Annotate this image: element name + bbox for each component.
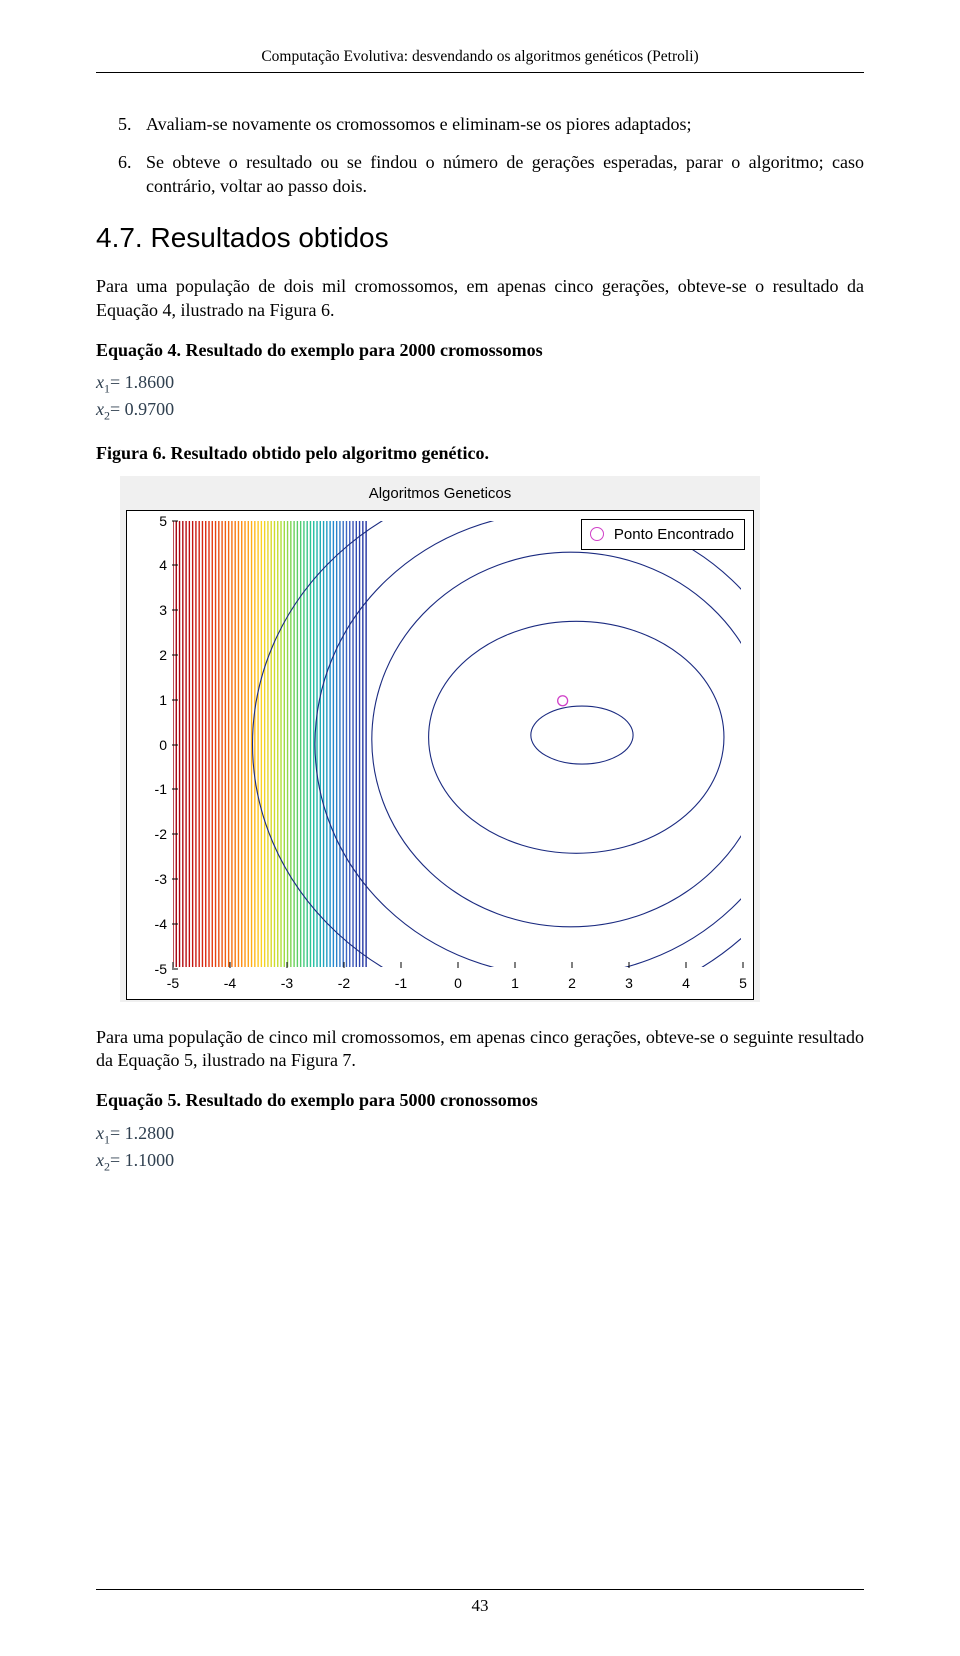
y-tick-mark <box>172 834 178 835</box>
equation-caption: Equação 4. Resultado do exemplo para 200… <box>96 339 864 363</box>
chart-axes-box: Ponto Encontrado -5 -4 -3 -2 -1 0 1 2 3 4 5 -5 -4 -3 -… <box>126 510 754 1000</box>
legend-marker-icon <box>590 527 604 541</box>
x-tick-label: -5 <box>167 974 179 992</box>
page-number: 43 <box>472 1596 489 1615</box>
contour-line <box>315 512 803 976</box>
x-tick-label: 5 <box>739 974 747 992</box>
body: 5. Avaliam-se novamente os cromossomos e… <box>96 113 864 1174</box>
y-tick-mark <box>172 610 178 611</box>
y-tick-label: 3 <box>127 601 167 619</box>
x-tick-label: -1 <box>395 974 407 992</box>
x-tick-label: -3 <box>281 974 293 992</box>
y-tick-mark <box>172 699 178 700</box>
chart-legend: Ponto Encontrado <box>581 519 745 551</box>
eq-var: x <box>96 399 104 419</box>
y-tick-label: -2 <box>127 825 167 843</box>
list-number: 6. <box>118 151 146 199</box>
y-tick-label: -5 <box>127 959 167 977</box>
list-number: 5. <box>118 113 146 137</box>
y-tick-label: -3 <box>127 870 167 888</box>
y-tick-label: 4 <box>127 556 167 574</box>
page: Computação Evolutiva: desvendando os alg… <box>0 0 960 1656</box>
y-tick-label: -1 <box>127 780 167 798</box>
x-tick-mark <box>572 962 573 968</box>
x-tick-mark <box>743 962 744 968</box>
x-tick-mark <box>287 962 288 968</box>
eq-val: = 1.8600 <box>110 372 174 392</box>
y-tick-mark <box>172 968 178 969</box>
legend-label: Ponto Encontrado <box>614 525 734 545</box>
y-tick-label: 0 <box>127 735 167 753</box>
chart-panel: Algoritmos Geneticos Ponto Encontrado -5… <box>120 476 760 1002</box>
contour-line <box>531 706 633 764</box>
x-tick-mark <box>515 962 516 968</box>
paragraph: Para uma população de dois mil cromossom… <box>96 275 864 323</box>
list-item-6: 6. Se obteve o resultado ou se findou o … <box>118 151 864 199</box>
x-tick-label: -4 <box>224 974 236 992</box>
eq-var: x <box>96 1150 104 1170</box>
list-text: Se obteve o resultado ou se findou o núm… <box>146 151 864 199</box>
x-tick-mark <box>173 962 174 968</box>
y-tick-label: -4 <box>127 915 167 933</box>
y-tick-mark <box>172 520 178 521</box>
eq-val: = 1.2800 <box>110 1123 174 1143</box>
x-tick-label: 3 <box>625 974 633 992</box>
chart-svg <box>173 521 741 967</box>
list-text: Avaliam-se novamente os cromossomos e el… <box>146 113 864 137</box>
paragraph: Para uma população de cinco mil cromosso… <box>96 1026 864 1074</box>
x-tick-mark <box>629 962 630 968</box>
x-tick-label: 4 <box>682 974 690 992</box>
y-tick-mark <box>172 565 178 566</box>
y-tick-label: 1 <box>127 691 167 709</box>
equation-caption: Equação 5. Resultado do exemplo para 500… <box>96 1089 864 1113</box>
found-point-marker <box>558 695 568 705</box>
page-footer: 43 <box>96 1589 864 1616</box>
y-tick-mark <box>172 789 178 790</box>
y-tick-label: 5 <box>127 511 167 529</box>
section-heading: 4.7. Resultados obtidos <box>96 220 864 257</box>
x-tick-label: 1 <box>511 974 519 992</box>
x-tick-label: 0 <box>454 974 462 992</box>
x-tick-mark <box>686 962 687 968</box>
contour-line <box>429 621 724 853</box>
equation-5: x1= 1.2800 x2= 1.1000 <box>96 1121 864 1175</box>
chart-title: Algoritmos Geneticos <box>126 484 754 504</box>
x-tick-mark <box>458 962 459 968</box>
eq-val: = 0.9700 <box>110 399 174 419</box>
chart-plot-area <box>173 521 741 967</box>
equation-4: x1= 1.8600 x2= 0.9700 <box>96 370 864 424</box>
y-tick-mark <box>172 654 178 655</box>
y-tick-mark <box>172 744 178 745</box>
x-tick-mark <box>230 962 231 968</box>
list-item-5: 5. Avaliam-se novamente os cromossomos e… <box>118 113 864 137</box>
y-tick-label: 2 <box>127 646 167 664</box>
contour-line <box>372 552 770 927</box>
x-tick-mark <box>344 962 345 968</box>
eq-var: x <box>96 372 104 392</box>
y-tick-mark <box>172 878 178 879</box>
eq-var: x <box>96 1123 104 1143</box>
eq-val: = 1.1000 <box>110 1150 174 1170</box>
running-header: Computação Evolutiva: desvendando os alg… <box>96 48 864 73</box>
x-tick-label: 2 <box>568 974 576 992</box>
x-tick-label: -2 <box>338 974 350 992</box>
figure-caption: Figura 6. Resultado obtido pelo algoritm… <box>96 442 864 466</box>
y-tick-mark <box>172 923 178 924</box>
x-tick-mark <box>401 962 402 968</box>
